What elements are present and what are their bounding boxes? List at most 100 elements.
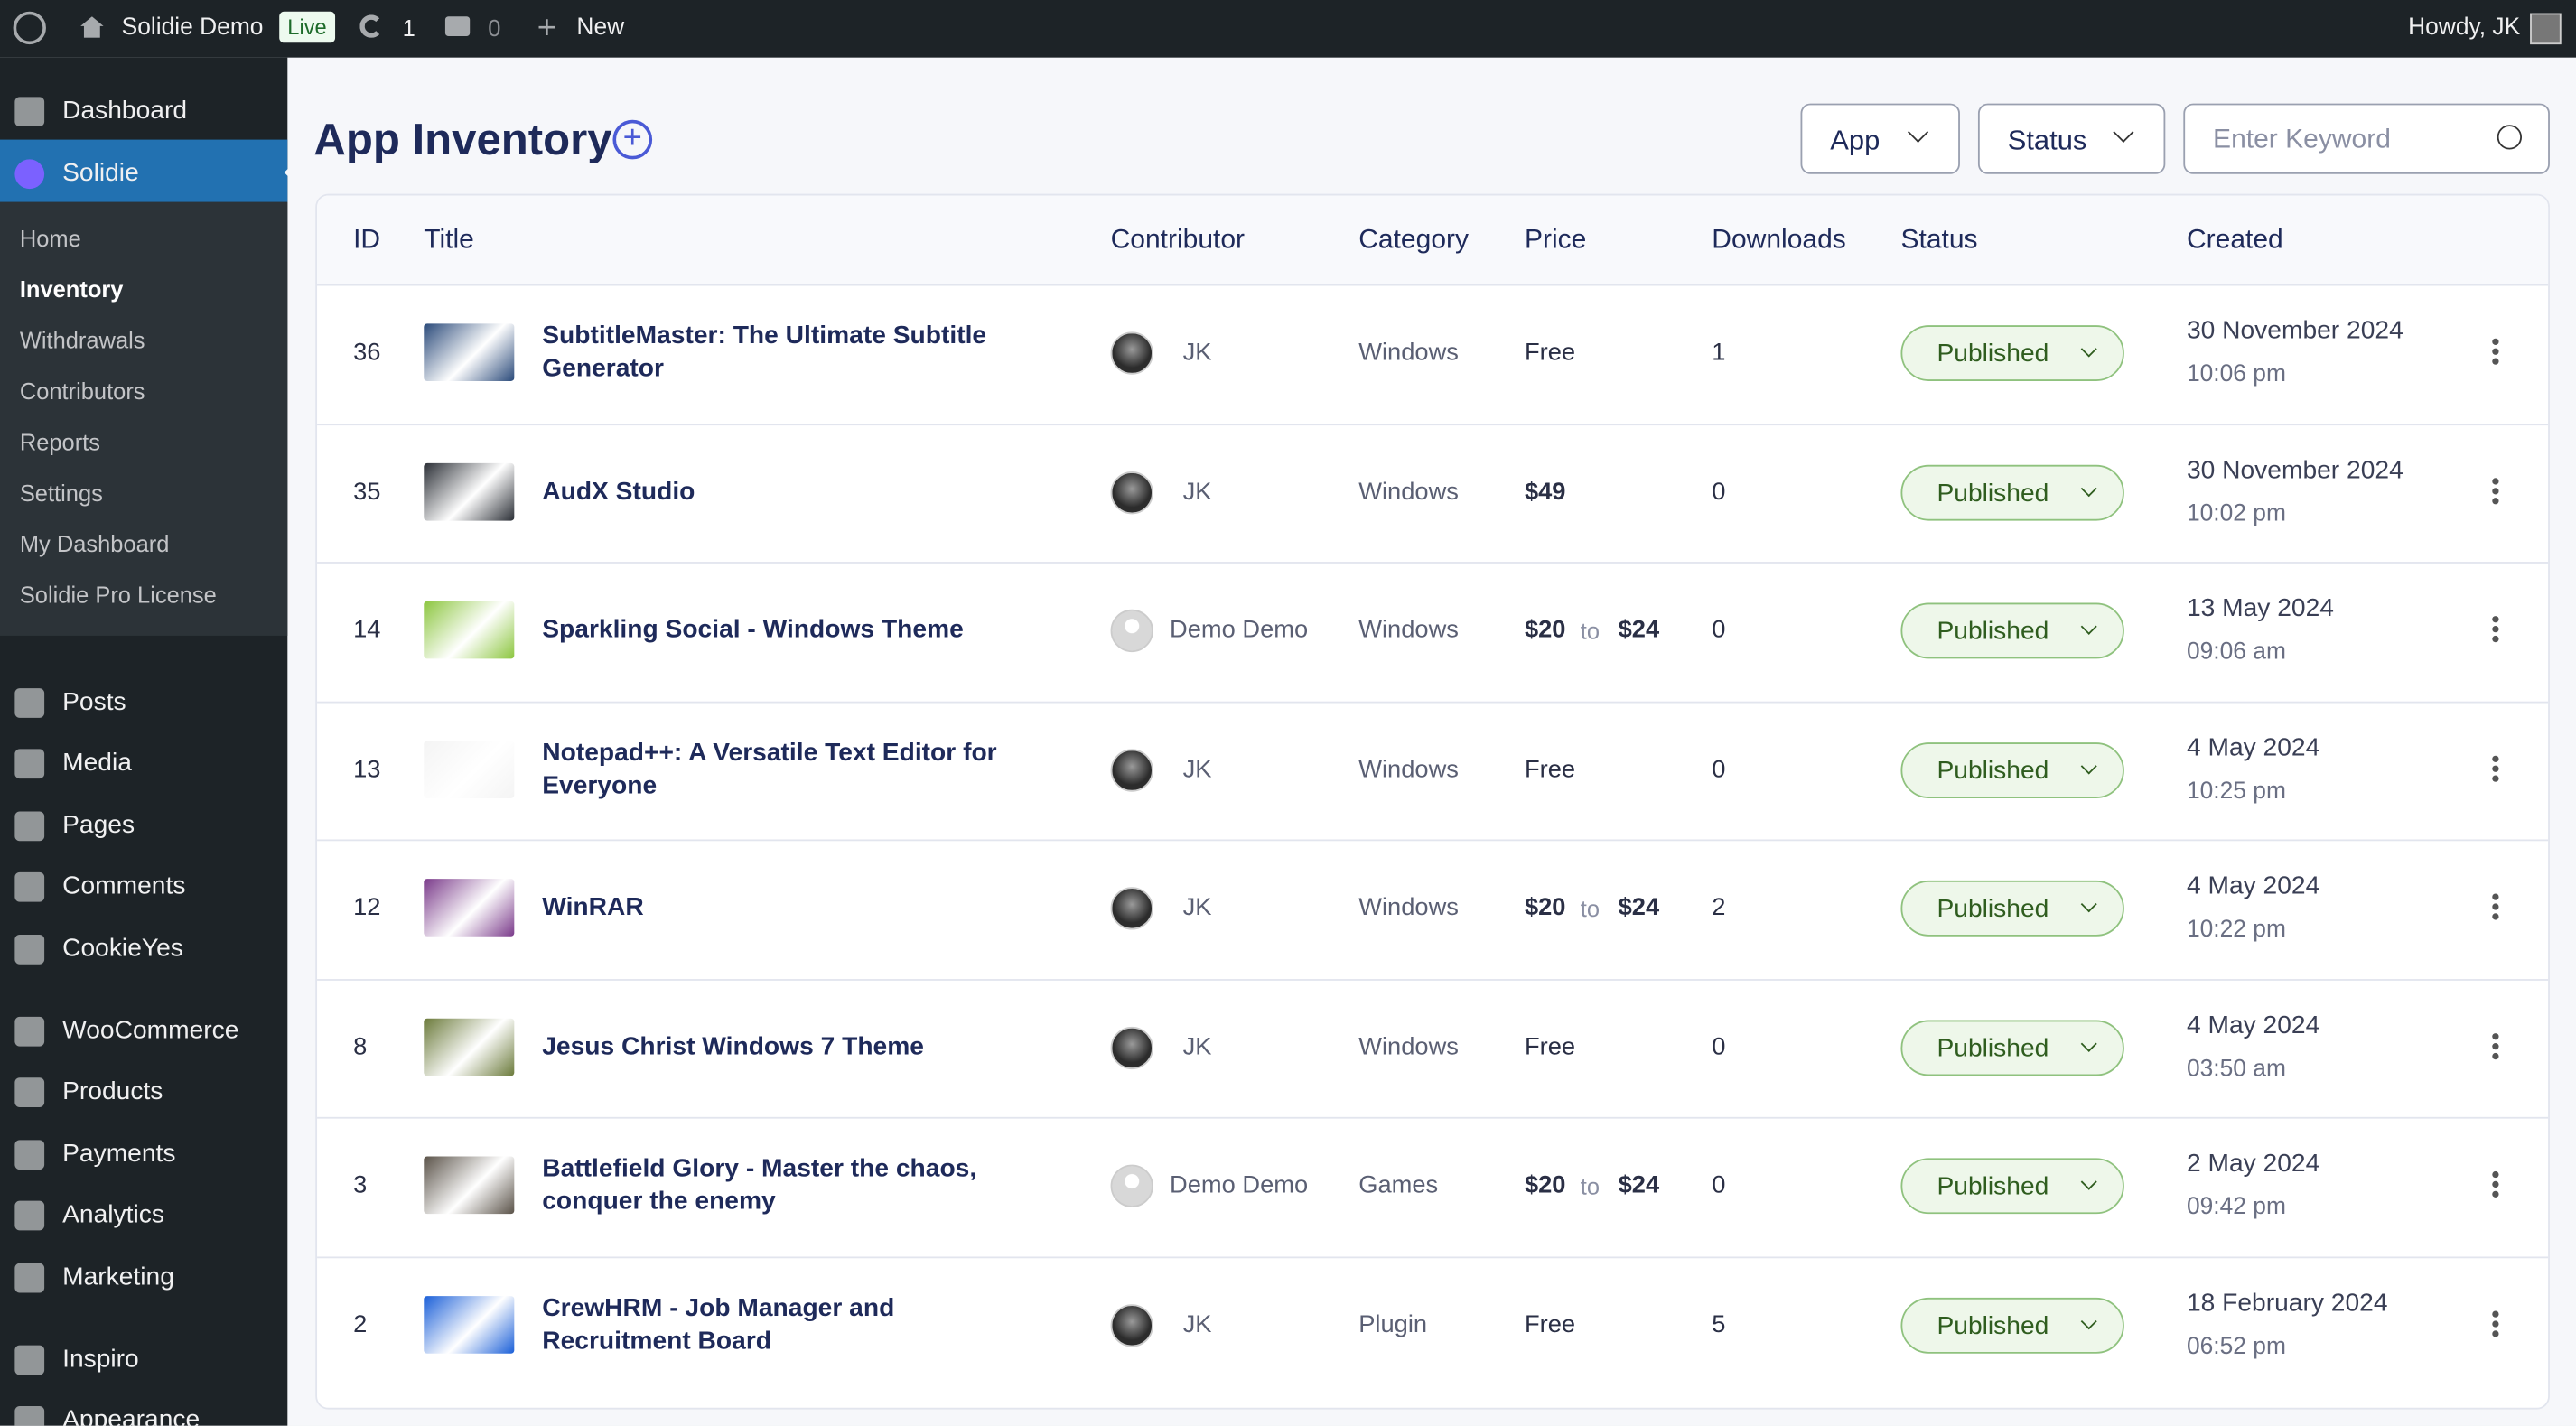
filter-dropdown[interactable]: Status [1977,103,2166,174]
search-box[interactable]: Enter Keyword [2183,103,2550,174]
status-dropdown[interactable]: Published [1900,602,2124,659]
row-actions[interactable] [2489,754,2503,785]
submenu-item[interactable]: Contributors [19,377,145,404]
submenu-item[interactable]: My Dashboard [19,529,170,556]
row-actions[interactable] [2489,338,2503,368]
price-sep: to [1580,617,1601,645]
app-title[interactable]: Battlefield Glory - Master the chaos, co… [542,1154,977,1216]
menu-item[interactable]: Solidie [62,158,139,187]
cell-downloads: 0 [1712,1032,1726,1061]
new-link[interactable]: New [576,14,625,42]
menu-icon [14,1263,45,1293]
app-title[interactable]: Notepad++: A Versatile Text Editor for E… [542,738,997,799]
menu-icon [14,1344,45,1375]
menu-item[interactable]: Products [62,1077,163,1106]
row-actions[interactable] [2489,477,2503,507]
menu-icon [14,687,45,718]
menu-item[interactable]: Pages [62,811,135,840]
status-dropdown[interactable]: Published [1900,880,2124,937]
row-divider [317,839,2549,842]
cell-category: Windows [1358,893,1459,922]
status-dropdown[interactable]: Published [1900,741,2124,798]
status-dropdown[interactable]: Published [1900,1019,2124,1076]
menu-icon [14,1201,45,1232]
app-title[interactable]: SubtitleMaster: The Ultimate Subtitle Ge… [542,322,987,383]
status-dropdown[interactable]: Published [1900,463,2124,520]
menu-item[interactable]: Comments [62,872,186,901]
wp-logo[interactable] [13,11,46,45]
status-dropdown[interactable]: Published [1900,1297,2124,1353]
app-title[interactable]: CrewHRM - Job Manager and Recruitment Bo… [542,1293,895,1355]
app-title[interactable]: WinRAR [542,893,644,922]
cell-id: 13 [353,754,381,783]
menu-item[interactable]: Dashboard [62,97,188,126]
cell-price: Free [1524,1032,1576,1061]
submenu-item[interactable]: Solidie Pro License [19,581,217,608]
menu-item[interactable]: Inspiro [62,1344,139,1373]
menu-item[interactable]: WooCommerce [62,1016,239,1045]
action-dot [2492,497,2499,504]
cell-downloads: 0 [1712,1170,1726,1199]
menu-item[interactable]: Payments [62,1139,176,1168]
howdy[interactable]: Howdy, JK [2408,14,2521,42]
created-time: 10:22 pm [2186,916,2286,944]
filter-dropdown[interactable]: App [1800,103,1960,174]
action-dot [2492,1180,2499,1188]
row-actions[interactable] [2489,893,2503,923]
created-time: 09:06 am [2186,638,2286,666]
app-thumbnail [424,1017,515,1076]
row-actions[interactable] [2489,1170,2503,1201]
menu-item[interactable]: Media [62,749,132,778]
app-title[interactable]: Sparkling Social - Windows Theme [542,616,964,645]
menu-item[interactable]: Posts [62,687,126,716]
status-label: Published [1937,1311,2049,1340]
row-actions[interactable] [2489,1032,2503,1062]
contributor-avatar [1110,1164,1153,1207]
cell-category: Windows [1358,477,1459,506]
submenu-item[interactable]: Reports [19,427,101,455]
menu-item[interactable]: Analytics [62,1201,164,1230]
app-title[interactable]: Jesus Christ Windows 7 Theme [542,1032,924,1061]
menu-icon [14,1139,45,1170]
cell-price: $49 [1524,477,1566,506]
updates-count[interactable]: 1 [402,14,415,42]
status-label: Published [1937,617,2049,646]
menu-active-bg [0,138,288,201]
submenu-item[interactable]: Withdrawals [19,326,145,353]
home-icon [80,16,104,38]
status-chevron [2080,618,2097,635]
app-title[interactable]: AudX Studio [542,477,695,506]
comments-count[interactable]: 0 [488,14,501,42]
row-actions[interactable] [2489,616,2503,646]
contributor-avatar [1110,471,1153,514]
price-max: $24 [1618,893,1660,922]
action-dot [2492,903,2499,910]
column-header: Title [424,225,474,255]
row-divider [317,562,2549,564]
cell-id: 8 [353,1032,368,1061]
cell-category: Windows [1358,754,1459,783]
status-chevron [2080,757,2097,774]
column-header: Status [1900,225,1978,255]
cell-id: 36 [353,338,381,367]
column-header: ID [353,225,381,255]
add-button[interactable]: + [612,119,653,160]
cell-id: 35 [353,477,381,506]
submenu-item[interactable]: Settings [19,479,103,506]
contributor-name: JK [1182,338,1212,367]
menu-icon [14,1077,45,1108]
menu-item[interactable]: Marketing [62,1263,174,1291]
updates-icon [359,14,383,38]
site-name[interactable]: Solidie Demo [121,14,264,42]
status-dropdown[interactable]: Published [1900,1158,2124,1215]
status-dropdown[interactable]: Published [1900,325,2124,381]
cell-downloads: 0 [1712,616,1726,645]
submenu-item[interactable]: Home [19,224,81,251]
menu-item[interactable]: CookieYes [62,934,183,963]
row-actions[interactable] [2489,1309,2503,1340]
submenu-item[interactable]: Inventory [19,275,124,302]
created-time: 10:06 pm [2186,361,2286,388]
menu-item[interactable]: Appearance [62,1406,201,1426]
admin-bar [0,0,2576,58]
